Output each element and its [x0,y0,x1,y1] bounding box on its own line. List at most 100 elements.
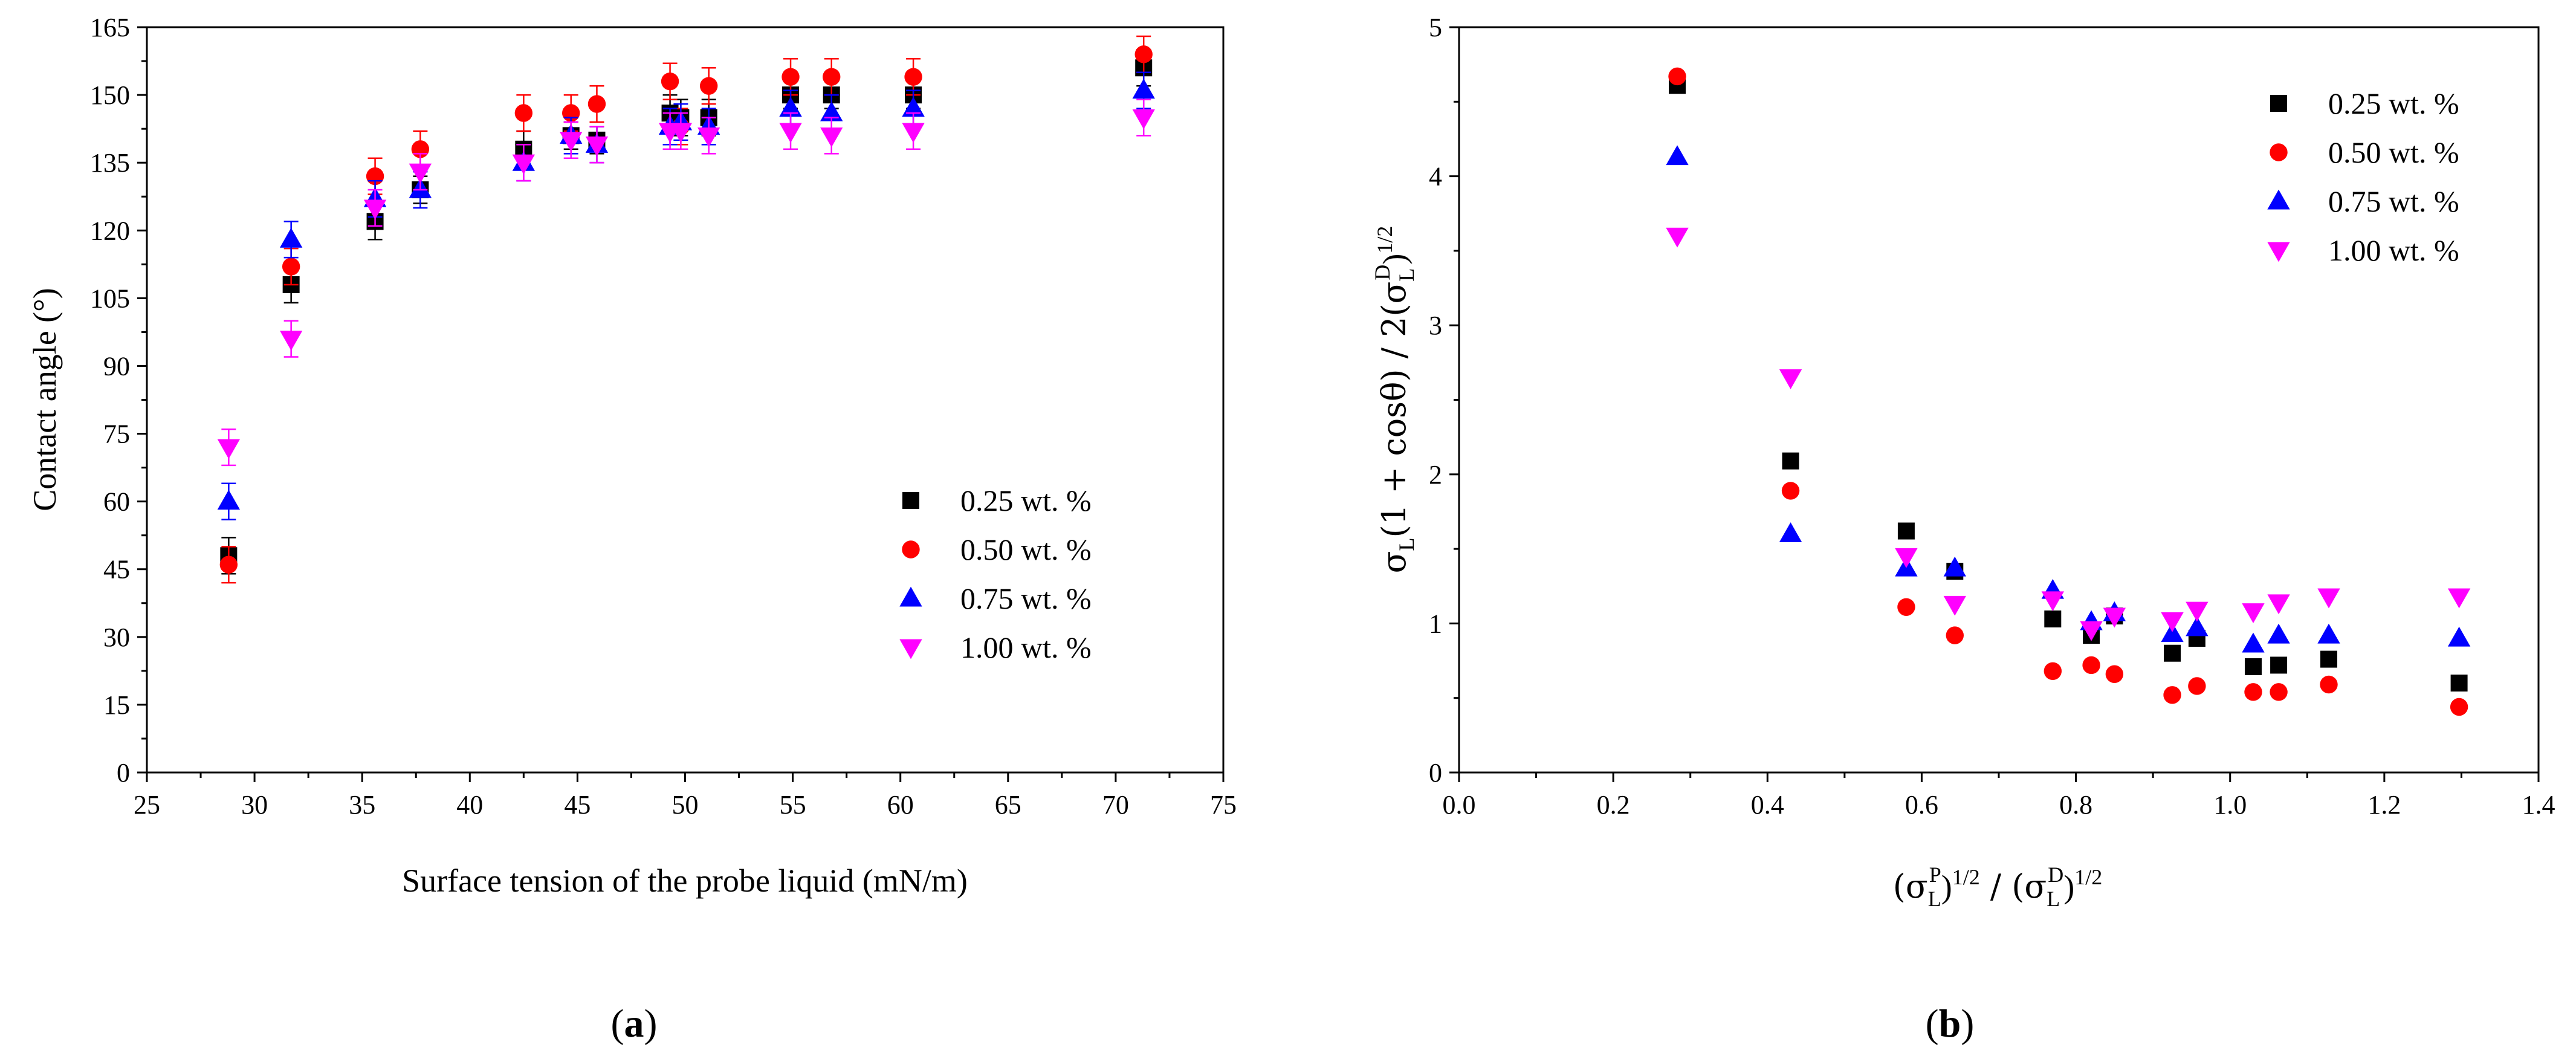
data-point [902,97,925,117]
data-point [2270,656,2288,674]
data-point [2447,588,2471,609]
x-tick-label: 0.8 [2059,790,2092,820]
data-point [514,104,533,122]
data-point [219,555,238,574]
x-tick-label: 1.4 [2522,790,2555,820]
data-point [2242,603,2265,623]
x-tick-label: 0.6 [1905,790,1938,820]
panel-b-y-axis-label: σL(1 + cosθ) / 2(σLD)1/2 [1370,226,1419,574]
panel-b: 0.0 0.2 0.4 0.6 0.8 1.0 1.2 1.4 0 1 2 3 4 5 0.25 wt. … [1370,13,2555,1046]
x-tick-label: 0.0 [1443,790,1476,820]
series-1-00-wt- [1666,227,2471,641]
panel-b-legend: 0.25 wt. % 0.50 wt. % 0.75 wt. % 1.00 wt. % [2267,86,2459,267]
x-tick-label: 35 [349,790,375,820]
data-point [1779,369,1802,389]
data-point [2164,644,2181,662]
y-tick-label: 60 [103,487,130,517]
data-point [820,101,843,121]
data-point [2450,675,2468,692]
data-point [279,331,303,351]
x-tick-label: 25 [134,790,160,820]
panel-b-x-axis-label: (σLP)1/2 / (σLD)1/2 [1893,863,2102,911]
legend-marker [902,492,919,509]
y-tick-label: 0 [1429,758,1442,788]
panel-b-ticks: 0.0 0.2 0.4 0.6 0.8 1.0 1.2 1.4 0 1 2 3 4 5 [1429,13,2555,820]
x-tick-label: 1.0 [2213,790,2247,820]
legend-marker [2267,189,2290,210]
series-0-75-wt- [1666,145,2471,653]
data-point [560,132,583,152]
legend-marker [2267,242,2290,262]
legend-label: 0.75 wt. % [2328,184,2459,218]
panel-a-marks [217,35,1155,584]
series-0-50-wt- [1668,67,2468,716]
panel-a-legend: 0.25 wt. % 0.50 wt. % 0.75 wt. % 1.00 wt. % [899,484,1092,664]
data-point [2320,650,2338,668]
data-point [282,257,300,276]
legend-marker [899,639,922,659]
data-point [2450,698,2468,716]
data-point [409,163,432,184]
data-point [1943,556,1966,577]
data-point [1132,79,1155,99]
panel-a-caption: (a) [611,1002,658,1046]
data-point [1897,598,1915,616]
x-tick-label: 40 [456,790,483,820]
data-point [2244,683,2262,701]
data-point [661,72,679,91]
data-point [2242,632,2265,653]
legend-marker [2270,143,2288,161]
data-point [1946,626,1964,644]
x-tick-label: 50 [672,790,699,820]
data-point [902,123,925,143]
x-tick-label: 1.2 [2367,790,2401,820]
data-point [2186,616,2209,636]
y-tick-label: 165 [90,13,130,42]
y-tick-label: 2 [1429,460,1442,490]
data-point [2082,656,2100,675]
data-point [2267,594,2290,615]
data-point [2320,675,2338,694]
data-point [2188,677,2206,695]
data-point [1666,227,1689,248]
y-tick-label: 120 [90,216,130,245]
data-point [2267,623,2290,644]
data-point [1668,67,1686,86]
y-tick-label: 135 [90,148,130,178]
series-0-75-wt- [217,71,1155,520]
series-1-00-wt- [217,99,1155,467]
data-point [2041,591,2064,612]
y-tick-label: 1 [1429,609,1442,638]
y-tick-label: 30 [103,623,130,652]
x-tick-label: 60 [887,790,914,820]
data-point [2080,621,2103,641]
x-tick-label: 70 [1102,790,1129,820]
data-point [512,154,536,175]
y-tick-label: 105 [90,283,130,313]
legend-label: 1.00 wt. % [960,630,1092,664]
legend-marker [899,586,922,607]
data-point [585,136,609,157]
panel-b-caption: (b) [1926,1002,1975,1046]
x-tick-label: 0.4 [1751,790,1784,820]
data-point [1895,548,1918,568]
panel-b-marks [1666,67,2471,716]
legend-label: 0.50 wt. % [960,533,1092,566]
data-point [363,199,387,220]
data-point [2186,601,2209,622]
data-point [1943,595,1966,616]
legend-label: 0.25 wt. % [2328,86,2459,120]
y-tick-label: 5 [1429,13,1442,42]
data-point [2244,658,2262,675]
data-point [1897,522,1915,540]
data-point [669,123,693,143]
data-point [699,77,718,95]
x-tick-label: 30 [241,790,268,820]
data-point [2270,683,2288,701]
legend-marker [902,540,920,559]
data-point [2044,610,2062,628]
data-point [782,68,800,86]
data-point [779,123,802,143]
data-point [820,127,843,147]
data-point [1782,452,1799,470]
